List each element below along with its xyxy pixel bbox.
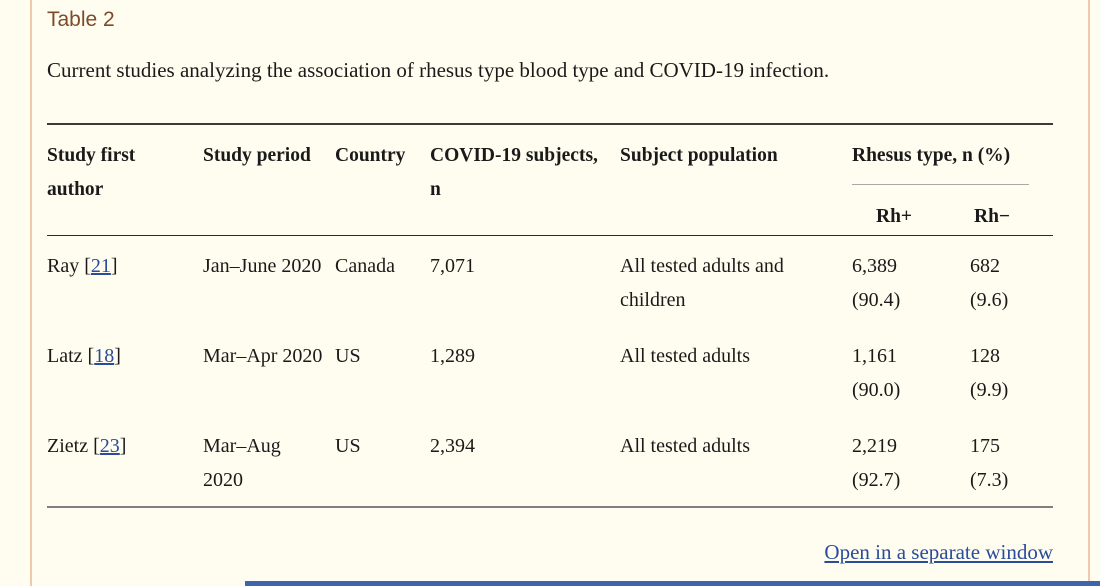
col-header-subjects: COVID-19 subjects, n <box>430 145 598 200</box>
ref-bracket-close: ] <box>110 254 118 277</box>
period-cell: Mar–Aug 2020 <box>203 434 281 491</box>
footer-bar <box>245 581 1100 586</box>
ref-bracket-close: ] <box>119 434 127 457</box>
population-cell: All tested adults <box>620 344 750 367</box>
author-cell: Ray [21] <box>47 235 203 326</box>
country-cell: US <box>335 344 361 367</box>
reference-link[interactable]: 21 <box>90 254 111 277</box>
rh-positive-n: 6,389 <box>852 254 897 277</box>
ref-bracket-open: [ <box>84 254 91 277</box>
subjects-cell: 7,071 <box>430 254 475 277</box>
population-cell: All tested adults and children <box>620 254 784 311</box>
author-name: Zietz <box>47 434 89 457</box>
author-name: Latz <box>47 344 83 367</box>
table-section: Table 2 Current studies analyzing the as… <box>47 8 1053 565</box>
rh-positive-pct: (90.0) <box>852 378 901 401</box>
col-header-rhesus-group: Rhesus type, n (%) <box>852 124 1053 190</box>
rh-negative-cell: 175 (7.3) <box>970 416 1053 507</box>
table-caption: Current studies analyzing the associatio… <box>47 58 830 82</box>
table-row: Zietz [23] Mar–Aug 2020 US 2,394 All test… <box>47 416 1053 507</box>
table-label: Table 2 <box>47 8 115 31</box>
country-cell: Canada <box>335 254 395 277</box>
rh-negative-pct: (9.9) <box>970 378 1009 401</box>
rh-negative-n: 175 <box>970 434 1000 457</box>
author-cell: Latz [18] <box>47 326 203 416</box>
rhesus-group-rule <box>852 184 1029 185</box>
subjects-cell: 1,289 <box>430 344 475 367</box>
col-header-period: Study period <box>203 145 311 166</box>
rh-negative-pct: (7.3) <box>970 468 1009 491</box>
table-body: Ray [21] Jan–June 2020 Canada 7,071 All t… <box>47 235 1053 507</box>
rh-positive-n: 1,161 <box>852 344 897 367</box>
open-window-row: Open in a separate window <box>47 540 1053 565</box>
country-cell: US <box>335 434 361 457</box>
rh-negative-cell: 682 (9.6) <box>970 235 1053 326</box>
right-page-border <box>1088 0 1090 586</box>
author-name: Ray <box>47 254 80 277</box>
period-cell: Jan–June 2020 <box>203 254 322 277</box>
col-header-author: Study first author <box>47 145 136 200</box>
rh-negative-n: 128 <box>970 344 1000 367</box>
reference-link[interactable]: 23 <box>99 434 120 457</box>
table-row: Latz [18] Mar–Apr 2020 US 1,289 All teste… <box>47 326 1053 416</box>
rh-positive-pct: (92.7) <box>852 468 901 491</box>
col-header-population: Subject population <box>620 145 778 166</box>
population-cell: All tested adults <box>620 434 750 457</box>
rh-positive-cell: 2,219 (92.7) <box>852 416 970 507</box>
rh-positive-n: 2,219 <box>852 434 897 457</box>
rhesus-group-label: Rhesus type, n (%) <box>852 145 1011 166</box>
studies-table: Study first author Study period Country … <box>47 123 1053 508</box>
ref-bracket-open: [ <box>87 344 95 367</box>
col-header-country: Country <box>335 145 406 166</box>
ref-bracket-close: ] <box>114 344 121 367</box>
rh-negative-n: 682 <box>970 254 1000 277</box>
ref-bracket-open: [ <box>93 434 100 457</box>
author-cell: Zietz [23] <box>47 416 203 507</box>
period-cell: Mar–Apr 2020 <box>203 344 323 367</box>
reference-link[interactable]: 18 <box>94 344 115 367</box>
open-in-separate-window-link[interactable]: Open in a separate window <box>824 539 1053 564</box>
rh-negative-cell: 128 (9.9) <box>970 326 1053 416</box>
col-header-rh-positive: Rh+ <box>876 206 913 227</box>
table-row: Ray [21] Jan–June 2020 Canada 7,071 All t… <box>47 235 1053 326</box>
table-header: Study first author Study period Country … <box>47 124 1053 235</box>
rh-positive-cell: 6,389 (90.4) <box>852 235 970 326</box>
rh-negative-pct: (9.6) <box>970 288 1009 311</box>
rh-positive-pct: (90.4) <box>852 288 901 311</box>
rh-positive-cell: 1,161 (90.0) <box>852 326 970 416</box>
left-page-border <box>30 0 32 586</box>
col-header-rh-negative: Rh− <box>974 206 1011 227</box>
subjects-cell: 2,394 <box>430 434 475 457</box>
